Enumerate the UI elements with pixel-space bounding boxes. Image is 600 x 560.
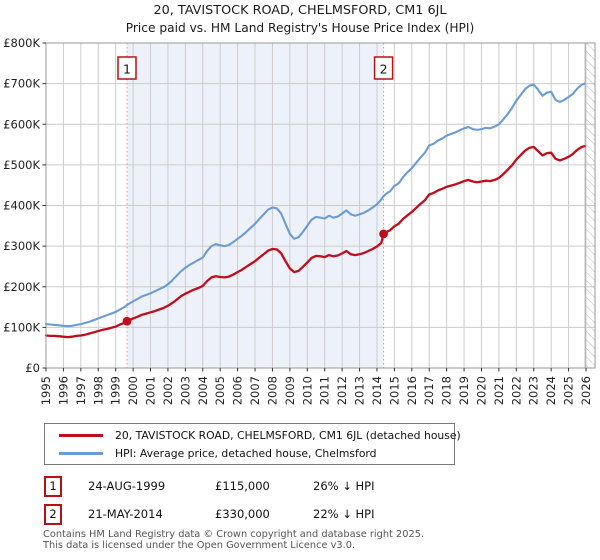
legend-item-property: 20, TAVISTOCK ROAD, CHELMSFORD, CM1 6JL …: [59, 429, 461, 442]
y-tick-label: £200K: [3, 280, 40, 294]
x-tick-label: 2021: [492, 376, 506, 405]
y-tick-label: £600K: [3, 117, 40, 131]
hpi-series-swatch: [59, 451, 103, 455]
x-tick-label: 2012: [335, 376, 349, 405]
sale-1-number-box: 1: [44, 476, 62, 497]
sale-2-price: £330,000: [215, 507, 270, 521]
sale-1-hpi-diff: 26% ↓ HPI: [313, 479, 375, 493]
hpi-line: [44, 82, 586, 328]
x-tick-label: 2003: [178, 376, 192, 405]
license-text: This data is licensed under the Open Gov…: [43, 540, 356, 551]
x-tick-label: 1998: [91, 376, 105, 405]
future-hatch: [585, 43, 595, 368]
x-tick-label: 2009: [283, 376, 297, 405]
copyright-text: Contains HM Land Registry data © Crown c…: [43, 529, 425, 540]
x-tick-label: 2006: [231, 376, 245, 405]
x-tick-label: 1997: [74, 376, 88, 405]
x-tick-label: 2008: [265, 376, 279, 405]
y-tick-label: £800K: [3, 36, 40, 50]
x-tick-label: 2011: [318, 376, 332, 405]
sale-point-dot: [379, 229, 388, 239]
x-tick-label: 2005: [213, 376, 227, 405]
sale-annotation-row-2: 2 21-MAY-2014 £330,000 22% ↓ HPI: [0, 504, 600, 526]
sale-2-number-box: 2: [44, 504, 62, 525]
x-tick-label: 2024: [544, 376, 558, 405]
y-tick-label: £500K: [3, 158, 40, 172]
sale-1-price: £115,000: [215, 479, 270, 493]
chart-subtitle: Price paid vs. HM Land Registry's House …: [125, 21, 475, 35]
sale-1-date: 24-AUG-1999: [88, 479, 166, 493]
x-tick-label: 2010: [300, 376, 314, 405]
x-tick-label: 2015: [387, 376, 401, 405]
x-tick-label: 2023: [527, 376, 541, 405]
x-tick-label: 2020: [474, 376, 488, 405]
y-tick-label: £700K: [3, 77, 40, 91]
property-series-swatch: [59, 433, 103, 437]
x-tick-label: 2022: [509, 376, 523, 405]
sale-point-dot: [122, 316, 132, 326]
x-tick-label: 2026: [579, 376, 593, 405]
sale-marker-number: 1: [123, 62, 131, 77]
x-tick-label: 2002: [161, 376, 175, 405]
y-tick-label: £300K: [3, 239, 40, 253]
sale-marker-box: [117, 56, 137, 80]
sale-marker-box: [373, 56, 394, 80]
x-tick-label: 2007: [248, 376, 262, 405]
y-tick-label: £100K: [3, 320, 40, 334]
legend-item-hpi: HPI: Average price, detached house, Chel…: [59, 447, 454, 460]
legend-label-hpi: HPI: Average price, detached house, Chel…: [115, 446, 377, 460]
x-tick-label: 1995: [39, 376, 53, 405]
chart-title: 20, TAVISTOCK ROAD, CHELMSFORD, CM1 6JL: [153, 3, 447, 18]
y-tick-label: £0: [25, 361, 40, 375]
x-tick-label: 2014: [370, 376, 384, 405]
x-tick-label: 1999: [109, 376, 123, 405]
sale-2-date: 21-MAY-2014: [88, 507, 163, 521]
chart-legend: 20, TAVISTOCK ROAD, CHELMSFORD, CM1 6JL …: [44, 423, 461, 465]
x-tick-label: 2018: [440, 376, 454, 405]
y-tick-label: £400K: [3, 199, 40, 213]
x-tick-label: 2013: [353, 376, 367, 405]
sale-annotation-row-1: 1 24-AUG-1999 £115,000 26% ↓ HPI: [0, 476, 600, 498]
x-tick-label: 2001: [144, 376, 158, 405]
x-tick-label: 2016: [405, 376, 419, 405]
x-tick-label: 2017: [422, 376, 436, 405]
sale-2-hpi-diff: 22% ↓ HPI: [313, 507, 375, 521]
x-tick-label: 1996: [56, 376, 70, 405]
legend-label-property: 20, TAVISTOCK ROAD, CHELMSFORD, CM1 6JL …: [115, 428, 461, 442]
property-price-line: [44, 145, 586, 339]
x-tick-label: 2025: [562, 376, 576, 405]
price-history-chart: 1 2 £0 £100K £200K £300K £400K £500K £600K £700K £…: [3, 36, 596, 405]
sale-marker-number: 2: [380, 62, 388, 77]
x-tick-label: 2000: [126, 376, 140, 405]
x-tick-label: 2004: [196, 376, 210, 405]
x-tick-label: 2019: [457, 376, 471, 405]
